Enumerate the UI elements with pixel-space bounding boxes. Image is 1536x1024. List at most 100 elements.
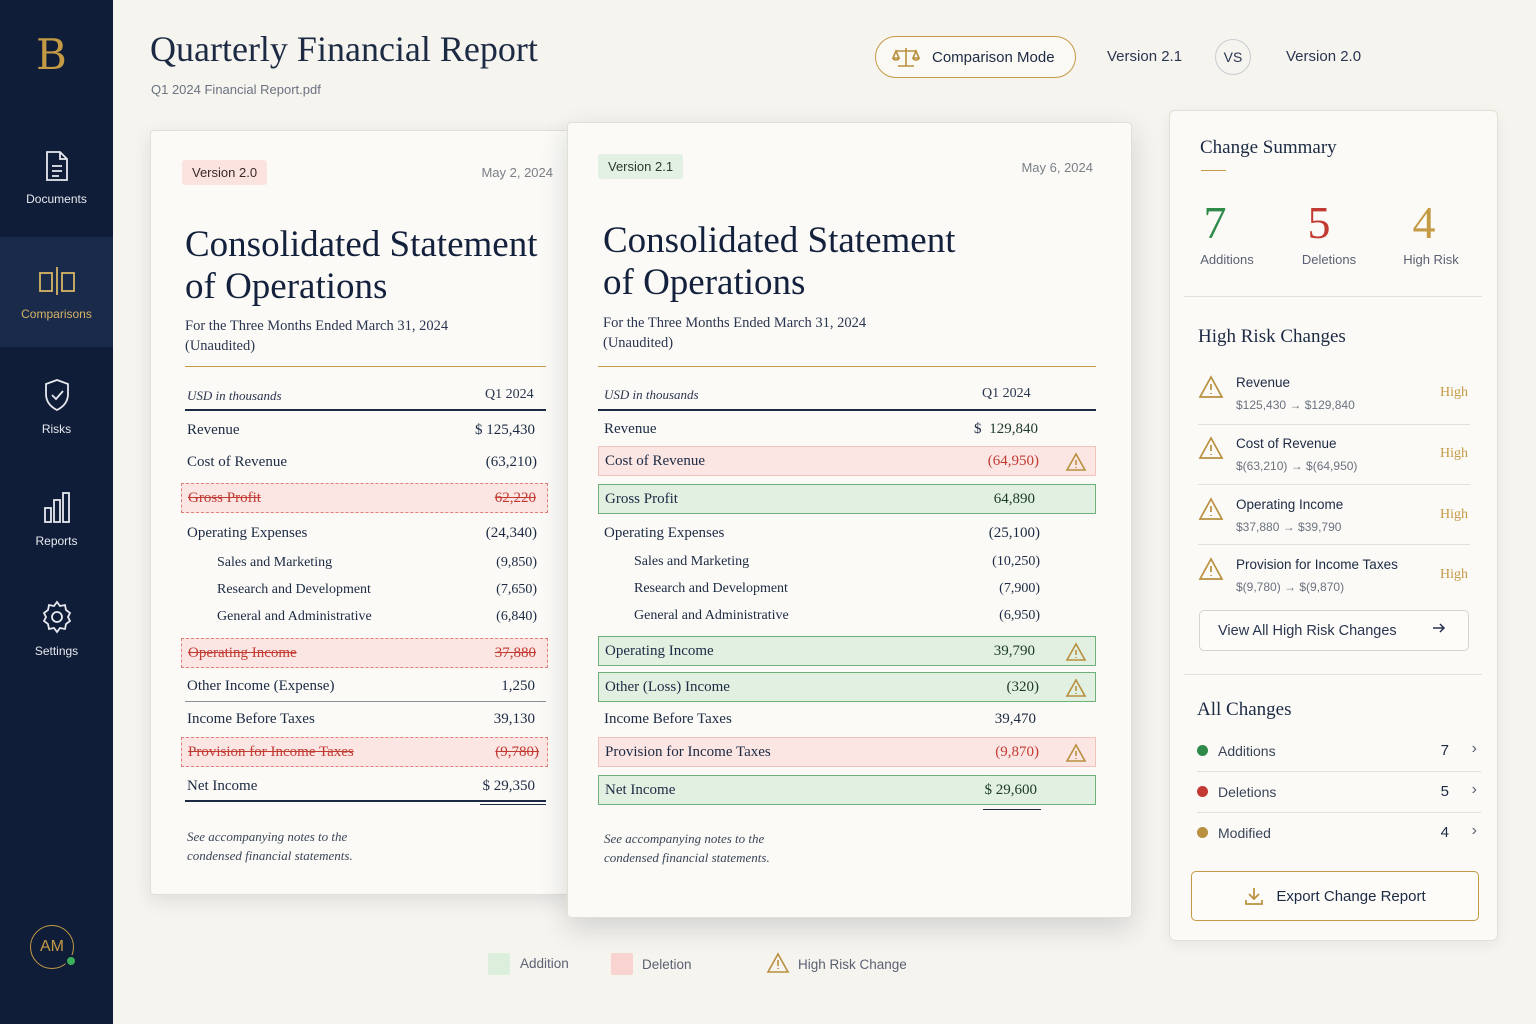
view-all-label: View All High Risk Changes	[1218, 623, 1397, 639]
table-row-added: Net Income $ 29,600	[598, 775, 1096, 805]
divider	[1197, 812, 1481, 813]
divider	[1184, 296, 1482, 297]
high-risk-item[interactable]: Operating Income $37,880 → $39,790 High	[1198, 493, 1470, 553]
table-row: Revenue $ 125,430	[187, 422, 535, 438]
table-row-deleted: Provision for Income Taxes (9,870)	[598, 737, 1096, 767]
double-underline	[480, 804, 546, 805]
vs-badge: VS	[1215, 39, 1251, 75]
document-heading: Consolidated Statement	[603, 220, 956, 261]
avatar[interactable]: AM	[30, 925, 74, 969]
table-row: General and Administrative (6,840)	[217, 609, 537, 624]
legend-deletion: Deletion	[642, 957, 692, 972]
sidebar-item-label: Risks	[41, 422, 72, 436]
sidebar-item-settings[interactable]: Settings	[0, 600, 113, 710]
table-row: Income Before Taxes 39,470	[604, 711, 1036, 727]
footnote: See accompanying notes to the	[187, 829, 348, 844]
document-date: May 6, 2024	[1021, 160, 1093, 175]
export-label: Export Change Report	[1276, 887, 1426, 905]
table-row: Income Before Taxes 39,130	[187, 711, 535, 727]
table-row-deleted: Cost of Revenue (64,950)	[598, 446, 1096, 476]
deletions-label: Deletions	[1301, 252, 1357, 267]
warning-icon	[1198, 375, 1224, 398]
high-risk-item[interactable]: Revenue $125,430 → $129,840 High	[1198, 371, 1470, 431]
sidebar-item-label: Comparisons	[21, 307, 92, 321]
shield-icon	[44, 379, 69, 412]
change-summary-panel: Change Summary 7 Additions 5 Deletions 4…	[1169, 110, 1498, 941]
warning-icon	[1065, 678, 1087, 697]
version-a-label[interactable]: Version 2.1	[1107, 48, 1183, 65]
page-title: Quarterly Financial Report	[150, 29, 538, 69]
divider	[1198, 424, 1470, 425]
scale-icon	[892, 48, 920, 67]
footnote: See accompanying notes to the	[604, 831, 765, 846]
chevron-right-icon: ›	[1471, 822, 1477, 839]
table-row-deleted: Operating Income 37,880	[181, 638, 548, 668]
sidebar: B Documents Comparisons Risks Reports Se…	[0, 0, 113, 1024]
comparison-mode-label: Comparison Mode	[932, 48, 1055, 66]
gear-icon	[42, 600, 71, 634]
column-label: USD in thousands	[604, 387, 699, 402]
sidebar-item-reports[interactable]: Reports	[0, 490, 113, 600]
table-row: Cost of Revenue (63,210)	[187, 454, 537, 470]
document-date: May 2, 2024	[481, 165, 553, 180]
all-changes-modified[interactable]: Modified 4 ›	[1197, 813, 1481, 853]
high-risk-title: High Risk Changes	[1198, 326, 1346, 347]
table-row: Net Income $ 29,350	[187, 778, 535, 794]
additions-count: 7	[1203, 197, 1227, 248]
warning-icon	[1198, 436, 1224, 459]
table-row-deleted: Provision for Income Taxes (9,780)	[181, 737, 548, 767]
high-risk-label: High Risk	[1403, 252, 1459, 267]
deletions-dot-icon	[1197, 786, 1208, 797]
divider	[1201, 170, 1226, 171]
sidebar-item-documents[interactable]: Documents	[0, 150, 113, 260]
additions-label: Additions	[1200, 252, 1254, 267]
high-risk-count: 4	[1412, 197, 1436, 248]
download-icon	[1245, 888, 1264, 905]
table-row: Operating Expenses (24,340)	[187, 525, 537, 541]
sidebar-item-comparisons[interactable]: Comparisons	[0, 237, 113, 347]
table-row: Revenue $129,840	[604, 421, 1038, 437]
legend-addition: Addition	[520, 956, 569, 971]
additions-dot-icon	[1197, 745, 1208, 756]
high-risk-item[interactable]: Provision for Income Taxes $(9,780) → $(…	[1198, 553, 1470, 613]
version-b-label[interactable]: Version 2.0	[1286, 48, 1362, 65]
divider	[1184, 674, 1482, 675]
warning-icon	[766, 952, 790, 973]
document-heading: of Operations	[185, 266, 388, 307]
app-logo: B	[36, 30, 67, 79]
table-row: Other Income (Expense) 1,250	[187, 678, 535, 694]
high-risk-item[interactable]: Cost of Revenue $(63,210) → $(64,950) Hi…	[1198, 432, 1470, 492]
online-status-icon	[65, 955, 77, 967]
document-period: For the Three Months Ended March 31, 202…	[185, 318, 449, 334]
document-unaudited: (Unaudited)	[185, 338, 256, 354]
document-version-2-1: Version 2.1 May 6, 2024 Consolidated Sta…	[567, 122, 1132, 918]
view-all-high-risk-button[interactable]: View All High Risk Changes	[1199, 610, 1469, 651]
warning-icon	[1065, 743, 1087, 762]
modified-dot-icon	[1197, 827, 1208, 838]
column-period: Q1 2024	[982, 386, 1031, 401]
compare-icon	[38, 267, 75, 295]
sidebar-item-risks[interactable]: Risks	[0, 378, 113, 488]
deletion-swatch	[611, 953, 633, 975]
all-changes-deletions[interactable]: Deletions 5 ›	[1197, 772, 1481, 812]
divider	[598, 409, 1096, 411]
document-unaudited: (Unaudited)	[603, 335, 674, 351]
all-changes-additions[interactable]: Additions 7 ›	[1197, 731, 1481, 771]
comparison-mode-button[interactable]: Comparison Mode	[875, 36, 1076, 78]
chevron-right-icon: ›	[1471, 781, 1477, 798]
change-summary-title: Change Summary	[1200, 137, 1337, 158]
deletions-count: 5	[1307, 197, 1331, 248]
chevron-right-icon: ›	[1471, 740, 1477, 757]
table-row-added: Operating Income 39,790	[598, 636, 1096, 666]
arrow-right-icon	[1432, 621, 1446, 639]
divider	[185, 366, 546, 367]
double-underline	[983, 809, 1041, 810]
divider	[1198, 484, 1470, 485]
document-period: For the Three Months Ended March 31, 202…	[603, 315, 867, 331]
table-row: Research and Development (7,650)	[217, 582, 537, 597]
warning-icon	[1065, 452, 1087, 471]
export-change-report-button[interactable]: Export Change Report	[1191, 871, 1479, 921]
divider	[185, 800, 546, 802]
file-name: Q1 2024 Financial Report.pdf	[151, 82, 321, 97]
warning-icon	[1198, 557, 1224, 580]
